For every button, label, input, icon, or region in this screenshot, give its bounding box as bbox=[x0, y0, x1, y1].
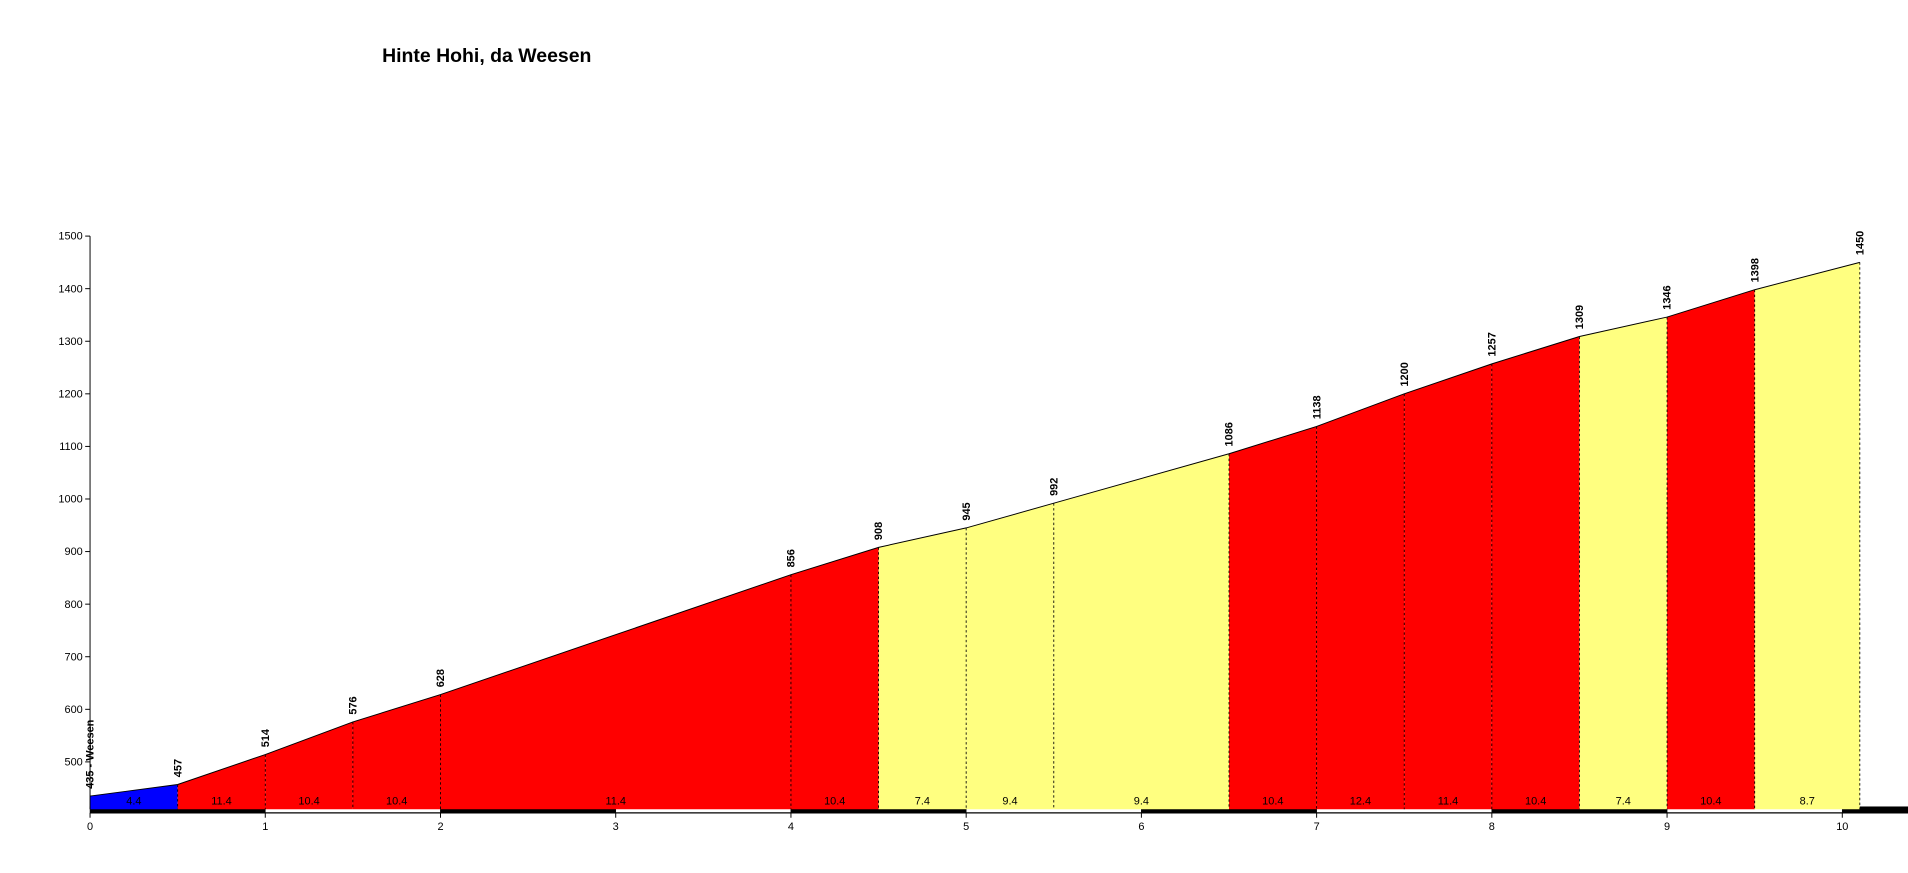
gradient-label: 4.4 bbox=[126, 795, 141, 807]
point-label: 1450 bbox=[1854, 231, 1866, 255]
point-label: 1398 bbox=[1749, 258, 1761, 282]
gradient-label: 10.4 bbox=[298, 795, 319, 807]
x-tick-label: 7 bbox=[1314, 821, 1320, 833]
profile-segment bbox=[1316, 393, 1405, 810]
profile-segment bbox=[878, 527, 967, 810]
x-tick-label: 4 bbox=[788, 821, 794, 833]
y-tick-label: 800 bbox=[64, 599, 82, 611]
y-tick-label: 1000 bbox=[58, 494, 82, 506]
profile-segment bbox=[1754, 262, 1860, 810]
point-label: 1346 bbox=[1662, 285, 1674, 309]
point-label: 1257 bbox=[1486, 332, 1498, 356]
profile-segment bbox=[1579, 317, 1668, 810]
point-label: 435 - Weesen bbox=[85, 720, 97, 789]
point-label: 457 bbox=[172, 759, 184, 777]
point-label: 576 bbox=[348, 696, 360, 714]
y-tick-label: 1300 bbox=[58, 336, 82, 348]
y-tick-label: 1400 bbox=[58, 283, 82, 295]
profile-segment bbox=[177, 754, 266, 810]
chart-title: Hinte Hohi, da Weesen bbox=[382, 45, 591, 67]
gradient-label: 10.4 bbox=[1700, 795, 1721, 807]
profile-segment bbox=[1053, 453, 1230, 810]
point-label: 1309 bbox=[1574, 305, 1586, 329]
x-tick-label: 6 bbox=[1138, 821, 1144, 833]
point-label: 514 bbox=[260, 728, 272, 747]
point-label: 992 bbox=[1048, 478, 1060, 496]
profile-segment bbox=[1229, 426, 1317, 810]
point-label: 1138 bbox=[1311, 395, 1323, 419]
profile-segment bbox=[966, 503, 1054, 810]
gradient-label: 9.4 bbox=[1002, 795, 1017, 807]
x-tick-label: 10 bbox=[1836, 821, 1848, 833]
gradient-label: 7.4 bbox=[1616, 795, 1631, 807]
profile-segment bbox=[1404, 363, 1492, 810]
gradient-label: 10.4 bbox=[1525, 795, 1546, 807]
profile-segment bbox=[790, 547, 879, 810]
x-tick-label: 8 bbox=[1489, 821, 1495, 833]
gradient-label: 8.7 bbox=[1800, 795, 1815, 807]
distance-strip bbox=[1841, 806, 1908, 814]
point-label: 628 bbox=[435, 669, 447, 687]
point-label: 1200 bbox=[1399, 362, 1411, 386]
profile-segment bbox=[1491, 336, 1580, 810]
profile-segment bbox=[265, 721, 353, 810]
y-tick-label: 500 bbox=[64, 757, 82, 769]
y-tick-label: 600 bbox=[64, 704, 82, 716]
y-tick-label: 1500 bbox=[58, 231, 82, 243]
y-tick-label: 700 bbox=[64, 651, 82, 663]
gradient-label: 10.4 bbox=[824, 795, 845, 807]
x-tick-label: 0 bbox=[87, 821, 93, 833]
point-label: 856 bbox=[786, 549, 798, 567]
x-tick-label: 5 bbox=[963, 821, 969, 833]
x-tick-label: 2 bbox=[437, 821, 443, 833]
x-tick-label: 9 bbox=[1664, 821, 1670, 833]
point-label: 908 bbox=[873, 522, 885, 540]
gradient-label: 11.4 bbox=[211, 795, 231, 807]
gradient-label: 10.4 bbox=[386, 795, 407, 807]
gradient-label: 11.4 bbox=[605, 795, 625, 807]
gradient-label: 12.4 bbox=[1350, 795, 1371, 807]
y-tick-label: 900 bbox=[64, 546, 82, 558]
profile-segment bbox=[440, 574, 791, 810]
point-label: 1086 bbox=[1224, 422, 1236, 446]
gradient-label: 10.4 bbox=[1262, 795, 1283, 807]
gradient-label: 7.4 bbox=[915, 795, 930, 807]
x-tick-label: 1 bbox=[262, 821, 268, 833]
gradient-label: 9.4 bbox=[1134, 795, 1149, 807]
profile-segment bbox=[1667, 289, 1755, 810]
y-tick-label: 1200 bbox=[58, 388, 82, 400]
x-tick-label: 3 bbox=[613, 821, 619, 833]
point-label: 945 bbox=[961, 502, 973, 520]
profile-segment bbox=[90, 784, 178, 810]
gradient-label: 11.4 bbox=[1438, 795, 1458, 807]
y-tick-label: 1100 bbox=[59, 441, 83, 453]
profile-segment bbox=[352, 694, 441, 810]
